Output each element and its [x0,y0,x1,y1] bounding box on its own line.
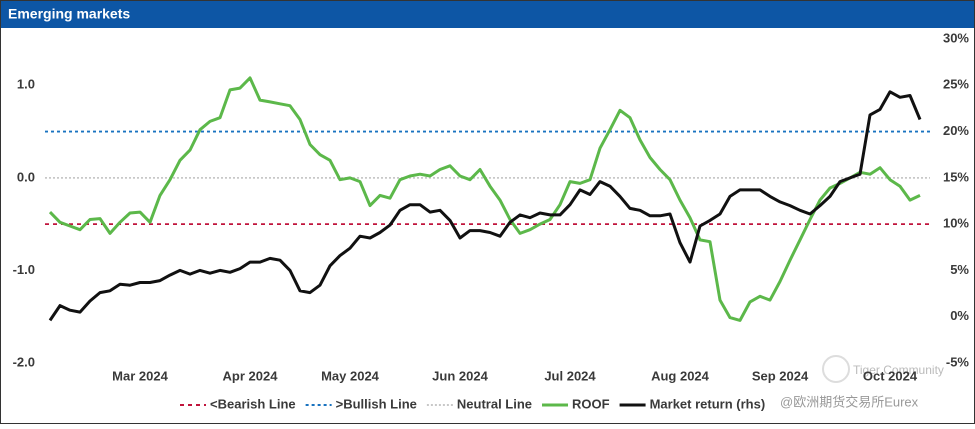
legend-label: >Bullish Line [336,396,417,411]
x-tick-label: Jul 2024 [544,368,596,383]
y2-tick-label: -5% [946,354,970,369]
watermark: Tiger Community [853,363,944,377]
y2-tick-label: 20% [943,123,969,138]
x-tick-label: May 2024 [321,368,380,383]
y2-tick-label: 10% [943,216,969,231]
y-tick-label: -2.0 [13,354,35,369]
y2-tick-label: 15% [943,169,969,184]
x-tick-label: Jun 2024 [432,368,488,383]
watermark-icon [822,355,850,383]
watermark: @欧洲期货交易所Eurex [780,394,919,409]
y-tick-label: 0.0 [17,169,35,184]
y2-tick-label: 5% [950,262,969,277]
y2-tick-label: 0% [950,308,969,323]
x-tick-label: Sep 2024 [752,368,809,383]
y-tick-label: -1.0 [13,262,35,277]
x-tick-label: Oct 2024 [863,368,918,383]
legend-label: ROOF [572,396,610,411]
chart-title: Emerging markets [8,6,130,22]
legend-label: Neutral Line [457,396,532,411]
y2-tick-label: 30% [943,30,969,45]
x-tick-label: Aug 2024 [651,368,710,383]
title-bar [1,1,974,28]
legend-label: Market return (rhs) [650,396,766,411]
x-tick-label: Mar 2024 [112,368,168,383]
legend-label: <Bearish Line [210,396,296,411]
x-tick-label: Apr 2024 [223,368,279,383]
series-line [48,76,921,322]
y-tick-label: 1.0 [17,77,35,92]
series-line [48,90,922,322]
y2-tick-label: 25% [943,77,969,92]
